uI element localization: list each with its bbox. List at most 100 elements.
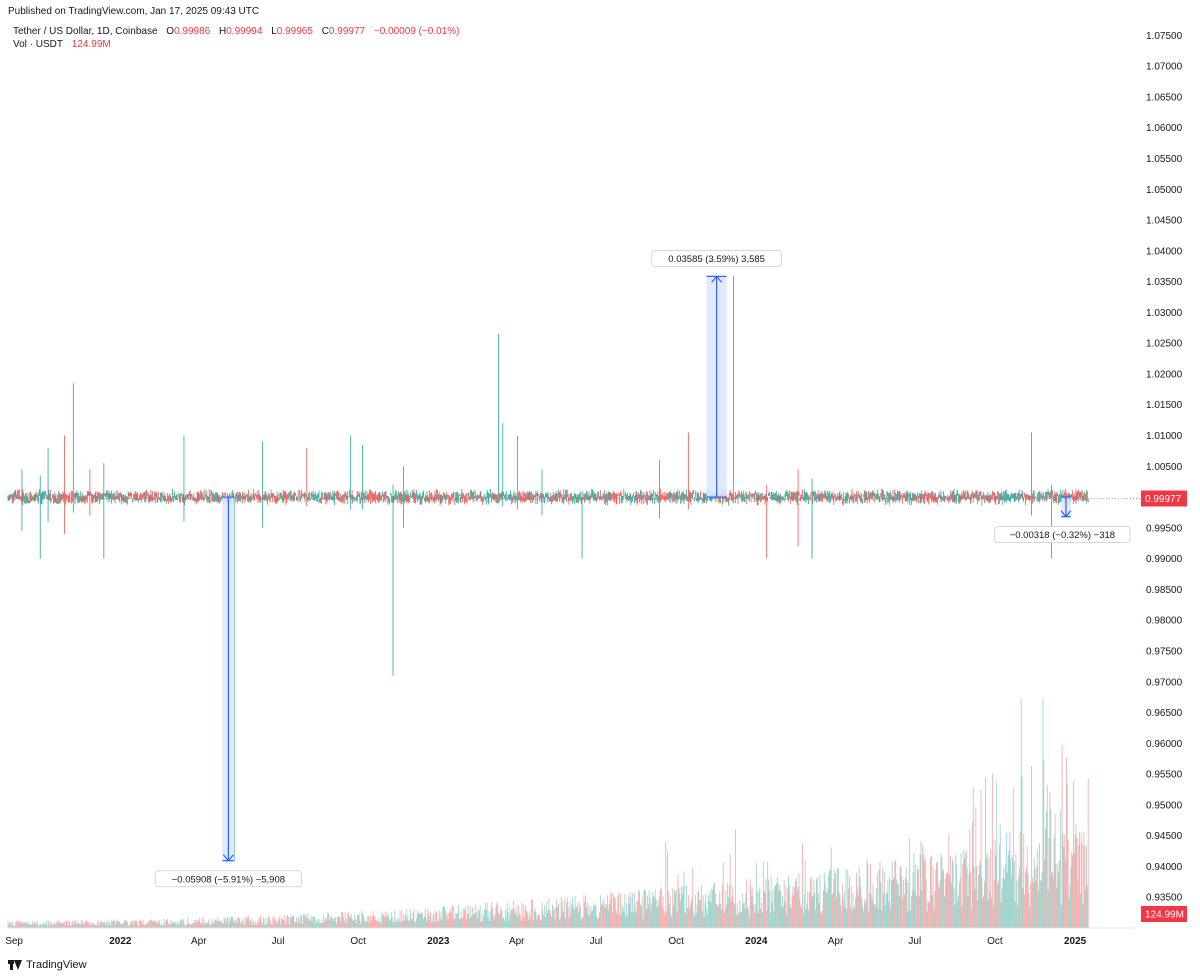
volume-bar [459,918,461,928]
volume-bar [274,916,276,928]
volume-bar [608,904,610,928]
volume-bar [318,923,320,928]
volume-bar [930,857,931,928]
volume-bar [266,918,268,928]
volume-bar [702,895,704,928]
volume-bar [734,904,735,928]
volume-bar [821,914,823,928]
volume-bar [513,908,515,928]
symbol-title[interactable]: Tether / US Dollar, 1D, Coinbase [13,26,158,37]
volume-bar [129,922,131,928]
volume-bar [615,910,617,928]
volume-bar [470,906,472,928]
volume-bar [399,911,401,928]
volume-bar [759,887,761,928]
volume-bar [239,918,241,928]
open-value: 0.99986 [174,26,211,37]
volume-bar [126,922,127,928]
volume-bar [937,861,938,928]
volume-bar [818,902,820,928]
volume-bar [559,917,561,928]
volume-bar [972,788,974,928]
volume-bar [395,919,397,928]
volume-bar [133,924,134,928]
volume-bar [998,845,1000,928]
volume-bar [311,921,313,928]
volume-bar [298,918,300,928]
volume-bar [910,910,911,928]
volume-bar [1000,901,1002,928]
volume-bar [566,897,568,928]
y-tick-label: 1.02000 [1146,369,1183,380]
volume-bar [715,903,717,928]
volume-bar [1062,833,1064,928]
volume-bar [201,917,203,928]
volume-bar [610,892,612,928]
volume-bar [528,919,530,928]
volume-bar [385,917,387,928]
volume-bar [104,921,106,928]
volume-bar [27,923,29,928]
volume-bar [256,921,258,928]
volume-bar [496,902,498,928]
volume-bar [750,887,752,928]
volume-bar [762,861,764,928]
volume-bar [579,903,580,928]
volume-bar [1006,872,1008,928]
volume-bar [259,917,261,928]
volume-bar [748,908,749,928]
volume-bar [737,915,739,928]
volume-bar [648,890,650,928]
volume-bar [498,912,499,928]
volume-bar [132,920,134,928]
time-axis[interactable]: Sep 2022 Apr Jul Oct 2023 Apr Jul Oct 2024 Apr Jul O… [5,927,1135,947]
volume-bar [603,898,605,928]
volume-bar [778,890,780,928]
volume-bar [158,921,160,928]
volume-bar [113,920,115,928]
volume-bar [704,902,706,928]
volume-bar [229,920,231,928]
volume-bar [865,899,867,928]
volume-bar [825,891,827,928]
volume-bar [783,880,785,928]
volume-bar [295,921,296,928]
volume-bar [585,895,587,928]
volume-bar [506,902,508,928]
volume-bar [984,776,986,928]
volume-bar [565,902,567,928]
volume-bar [545,917,546,928]
volume-bar [829,870,830,928]
volume-bar [495,907,497,928]
volume-bar [371,916,373,928]
volume-bar [484,902,486,928]
volume-bar [221,923,223,928]
volume-bar [700,900,702,928]
volume-bar [98,920,100,928]
measurement-tools[interactable]: −0.05908 (−5.91%) −5,908 0.03585 (3.59%) … [154,249,1131,888]
volume-bar [1071,852,1073,928]
high-label: H [219,26,227,37]
volume-bar [994,839,996,928]
volume-bar [455,912,457,928]
volume-bar [314,916,316,928]
volume-bar [54,922,56,928]
volume-bar [741,911,742,928]
volume-bar [317,919,319,928]
volume-bar [349,917,350,928]
tradingview-logo[interactable]: TradingView [8,957,87,973]
volume-bar [336,916,338,928]
volume-bar [606,904,607,928]
volume-bar [183,922,185,928]
volume-bar [457,913,458,928]
volume-bar [933,909,935,928]
price-axis[interactable]: 1.07500 1.07000 1.06500 1.06000 1.05500 1.050… [1146,31,1183,904]
volume-bar [507,911,509,928]
volume-bar [682,886,684,928]
volume-bar [186,925,188,928]
volume-label[interactable]: Vol · USDT [13,39,64,50]
volume-bar [680,900,681,928]
volume-bar [720,903,722,928]
volume-bar [1017,906,1019,928]
